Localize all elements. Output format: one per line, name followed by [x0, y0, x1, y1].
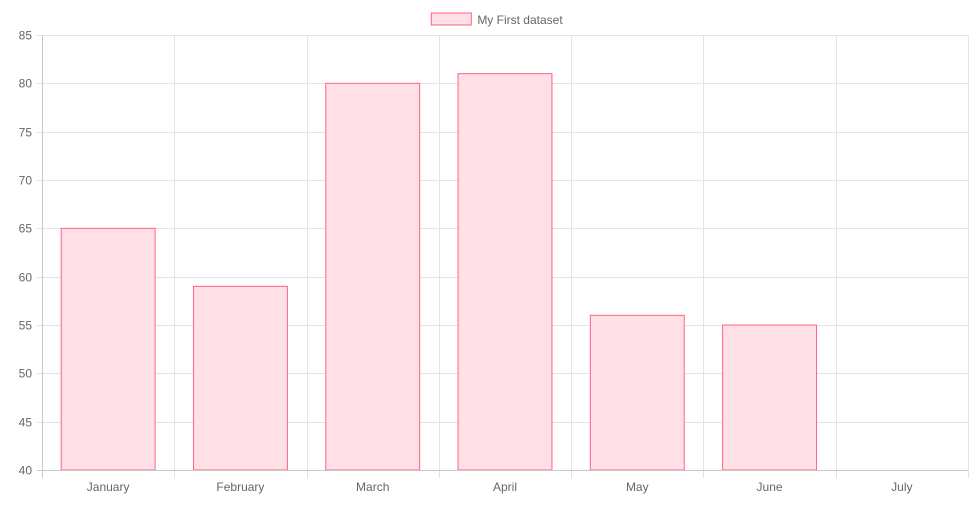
- legend[interactable]: My First dataset: [430, 12, 563, 27]
- y-tick-label: 85: [19, 29, 33, 43]
- bars: [60, 73, 818, 471]
- y-tick-label: 70: [19, 174, 33, 188]
- x-tick-label-march: March: [356, 480, 389, 494]
- bar-april[interactable]: [457, 73, 553, 471]
- x-axis-tick-labels: January February March April May June July: [87, 480, 913, 494]
- legend-swatch-my-first-dataset[interactable]: [430, 12, 472, 26]
- bar-june[interactable]: [722, 324, 818, 471]
- x-tick-label-july: July: [891, 480, 912, 494]
- y-tick-label: 45: [19, 416, 33, 430]
- y-tick-label: 40: [19, 464, 33, 478]
- x-tick-label-february: February: [216, 480, 264, 494]
- legend-label-my-first-dataset[interactable]: My First dataset: [477, 13, 563, 27]
- bar-march[interactable]: [325, 82, 421, 471]
- y-tick-label: 50: [19, 367, 33, 381]
- x-tick-label-june: June: [757, 480, 783, 494]
- bar-february[interactable]: [192, 285, 288, 471]
- x-tick-label-april: April: [493, 480, 517, 494]
- bar-may[interactable]: [589, 314, 685, 471]
- x-tick-label-january: January: [87, 480, 130, 494]
- y-tick-label: 55: [19, 319, 33, 333]
- y-axis-tick-labels: 40 45 50 55 60 65 70 75 80 85: [19, 29, 33, 478]
- axes: [37, 35, 968, 478]
- y-tick-label: 75: [19, 126, 33, 140]
- x-tick-label-may: May: [626, 480, 649, 494]
- y-tick-label: 80: [19, 77, 33, 91]
- bar-january[interactable]: [60, 227, 156, 471]
- y-tick-label: 60: [19, 271, 33, 285]
- y-tick-label: 65: [19, 222, 33, 236]
